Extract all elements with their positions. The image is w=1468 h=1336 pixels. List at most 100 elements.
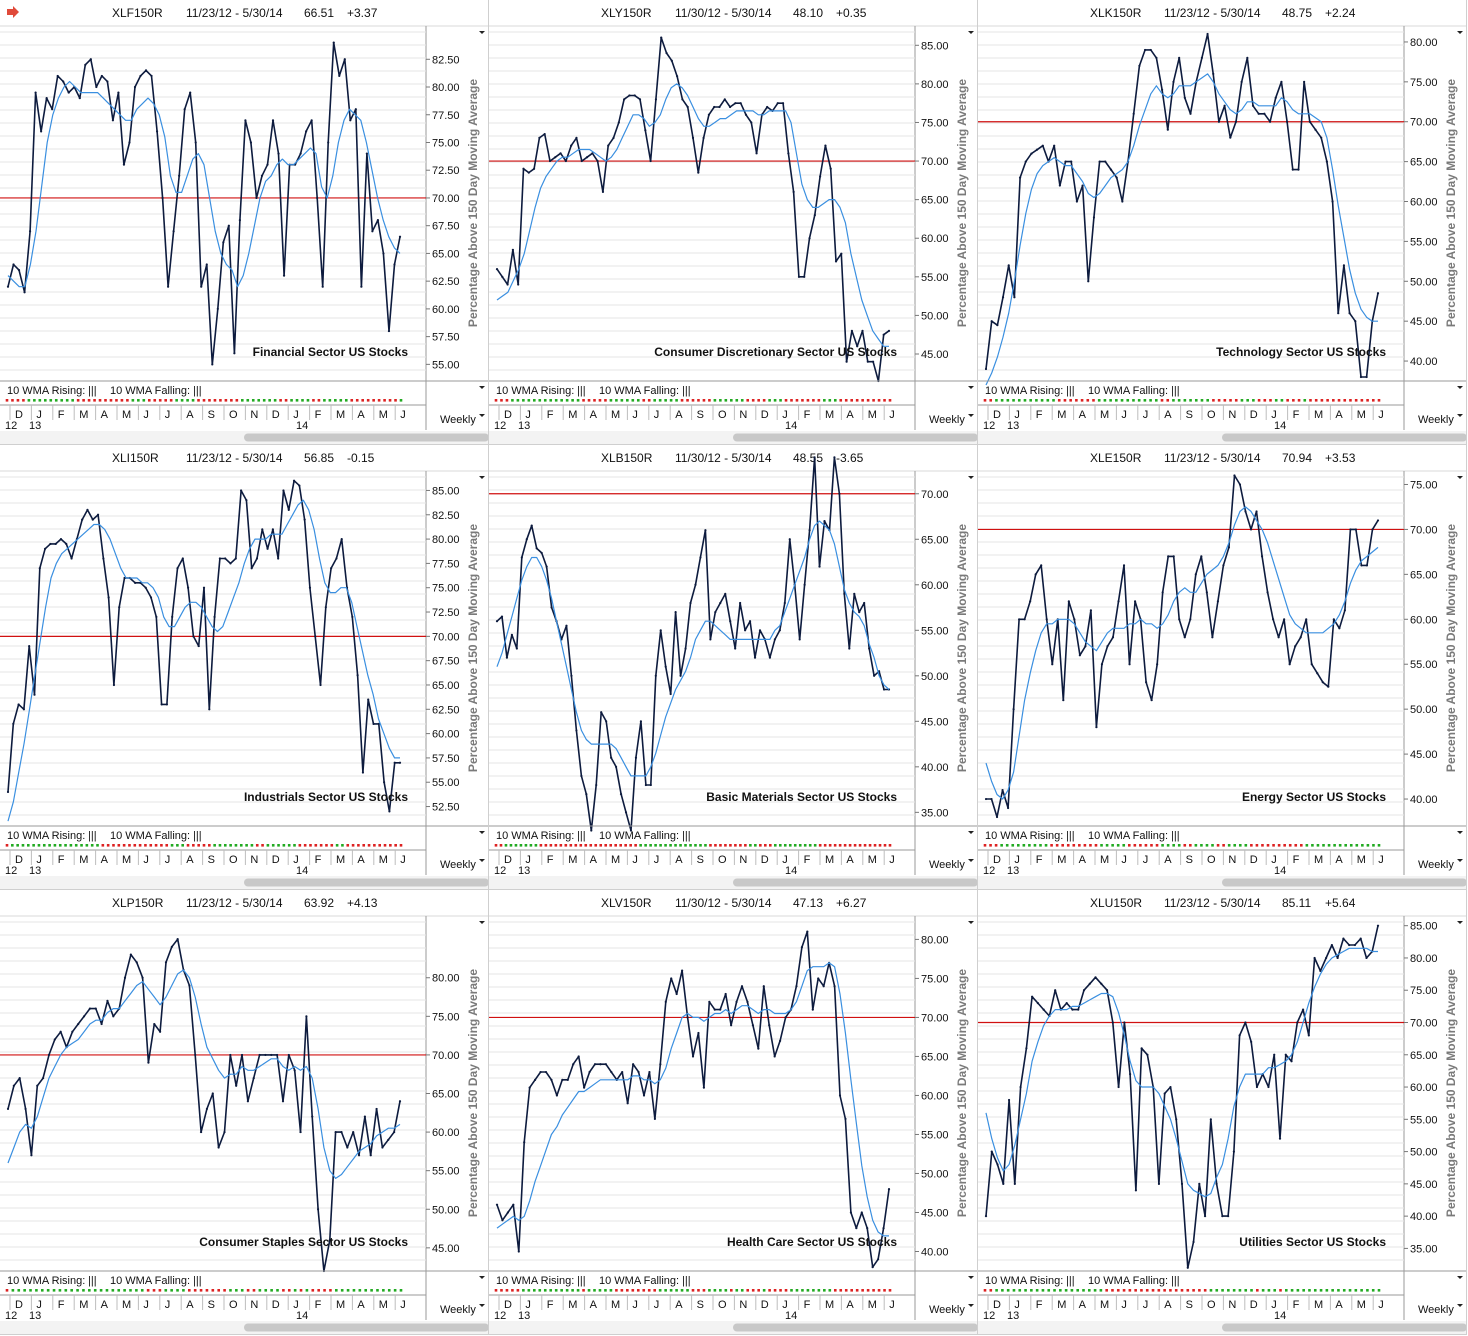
month-label: J	[1271, 1299, 1277, 1311]
price-point	[1077, 1008, 1080, 1011]
month-label: F	[58, 409, 65, 421]
triangle-down-icon[interactable]	[968, 386, 974, 389]
scrollbar-thumb[interactable]	[244, 1323, 489, 1332]
price-point	[1186, 1266, 1189, 1269]
month-label: J	[1014, 854, 1020, 866]
triangle-down-icon[interactable]	[479, 921, 485, 924]
scrollbar-thumb[interactable]	[733, 1323, 978, 1332]
falling-dot	[287, 1289, 291, 1292]
triangle-down-icon[interactable]	[479, 31, 485, 34]
falling-dot	[115, 399, 118, 402]
chart-panel-xlb150r: XLB150R 11/30/12 - 5/30/14 48.55 -3.65 70.00…	[489, 445, 978, 890]
price-point	[744, 629, 747, 632]
price-point	[1121, 200, 1124, 203]
triangle-down-icon[interactable]	[1457, 31, 1463, 34]
triangle-down-icon[interactable]	[479, 831, 485, 834]
falling-dot	[989, 844, 992, 847]
falling-dot	[1263, 399, 1267, 402]
y-tick-label: 50.00	[1410, 276, 1438, 288]
price-point	[555, 1094, 558, 1097]
price-point	[1163, 1092, 1166, 1095]
y-tick-label: 60.00	[1410, 1082, 1438, 1094]
price-point	[633, 94, 636, 97]
falling-dot	[1255, 844, 1259, 847]
arrow-right-icon[interactable]	[7, 6, 19, 18]
triangle-down-icon[interactable]	[479, 859, 485, 862]
month-label: J	[782, 854, 788, 866]
triangle-down-icon[interactable]	[968, 1304, 974, 1307]
scrollbar-thumb[interactable]	[1222, 1323, 1467, 1332]
price-point	[100, 1022, 103, 1026]
scrollbar-thumb[interactable]	[1222, 433, 1467, 442]
scrollbar-thumb[interactable]	[1222, 878, 1467, 887]
price-point	[990, 320, 993, 323]
triangle-down-icon[interactable]	[968, 921, 974, 924]
scrollbar-thumb[interactable]	[244, 878, 489, 887]
triangle-down-icon[interactable]	[1457, 1304, 1463, 1307]
chart-last-value: 85.11	[1282, 896, 1311, 910]
rising-dot	[175, 399, 178, 402]
triangle-down-icon[interactable]	[1457, 859, 1463, 862]
month-label: A	[675, 409, 683, 421]
price-point	[833, 985, 836, 988]
price-point	[89, 58, 92, 61]
month-label: M	[379, 409, 388, 421]
y-axis-label: Percentage Above 150 Day Moving Average	[466, 79, 480, 327]
price-point	[768, 1024, 771, 1027]
scrollbar-thumb[interactable]	[244, 433, 489, 442]
triangle-down-icon[interactable]	[1457, 414, 1463, 417]
triangle-down-icon[interactable]	[968, 1276, 974, 1279]
triangle-down-icon[interactable]	[968, 476, 974, 479]
falling-dot	[312, 399, 315, 402]
triangle-down-icon[interactable]	[1457, 386, 1463, 389]
y-tick-label: 60.00	[1410, 614, 1438, 626]
rising-dot	[1244, 1289, 1248, 1292]
month-label: D	[761, 854, 769, 866]
chart-date-range: 11/23/12 - 5/30/14	[1164, 6, 1261, 20]
falling-dot	[494, 399, 498, 402]
rising-dot	[1166, 844, 1170, 847]
rising-dot	[295, 399, 299, 402]
price-point	[674, 610, 677, 614]
triangle-down-icon[interactable]	[479, 1276, 485, 1279]
price-point	[525, 538, 528, 541]
y-tick-label: 82.50	[432, 54, 460, 66]
triangle-down-icon[interactable]	[479, 414, 485, 417]
rising-dot	[719, 1289, 722, 1292]
price-point	[96, 513, 100, 516]
triangle-down-icon[interactable]	[1457, 1276, 1463, 1279]
price-point	[505, 656, 509, 659]
price-point	[654, 98, 658, 101]
triangle-down-icon[interactable]	[968, 831, 974, 834]
falling-dot	[1072, 844, 1076, 847]
falling-dot	[355, 399, 359, 402]
wma-direction-dots	[983, 399, 1381, 402]
triangle-down-icon[interactable]	[479, 386, 485, 389]
falling-dot	[872, 399, 875, 402]
falling-dot	[817, 399, 821, 402]
rising-dot	[111, 1289, 115, 1292]
triangle-down-icon[interactable]	[1457, 921, 1463, 924]
y-tick-label: 55.00	[921, 1129, 949, 1141]
triangle-down-icon[interactable]	[968, 31, 974, 34]
rising-dot	[519, 844, 523, 847]
falling-dot	[983, 1289, 987, 1292]
price-point	[753, 656, 757, 659]
scrollbar-thumb[interactable]	[733, 433, 978, 442]
triangle-down-icon[interactable]	[479, 1304, 485, 1307]
triangle-down-icon[interactable]	[479, 476, 485, 479]
price-point	[1172, 555, 1175, 558]
price-point	[1299, 636, 1302, 639]
triangle-down-icon[interactable]	[968, 859, 974, 862]
triangle-down-icon[interactable]	[968, 414, 974, 417]
triangle-down-icon[interactable]	[1457, 831, 1463, 834]
price-point	[67, 91, 70, 94]
price-point	[1122, 564, 1126, 567]
scrollbar-thumb[interactable]	[733, 878, 978, 887]
triangle-down-icon[interactable]	[1457, 476, 1463, 479]
price-point	[23, 291, 26, 294]
falling-dot	[614, 844, 617, 847]
chart-change: +6.27	[836, 896, 867, 910]
rising-dot	[358, 1289, 362, 1292]
wma-falling-marks: |||	[193, 1275, 202, 1287]
